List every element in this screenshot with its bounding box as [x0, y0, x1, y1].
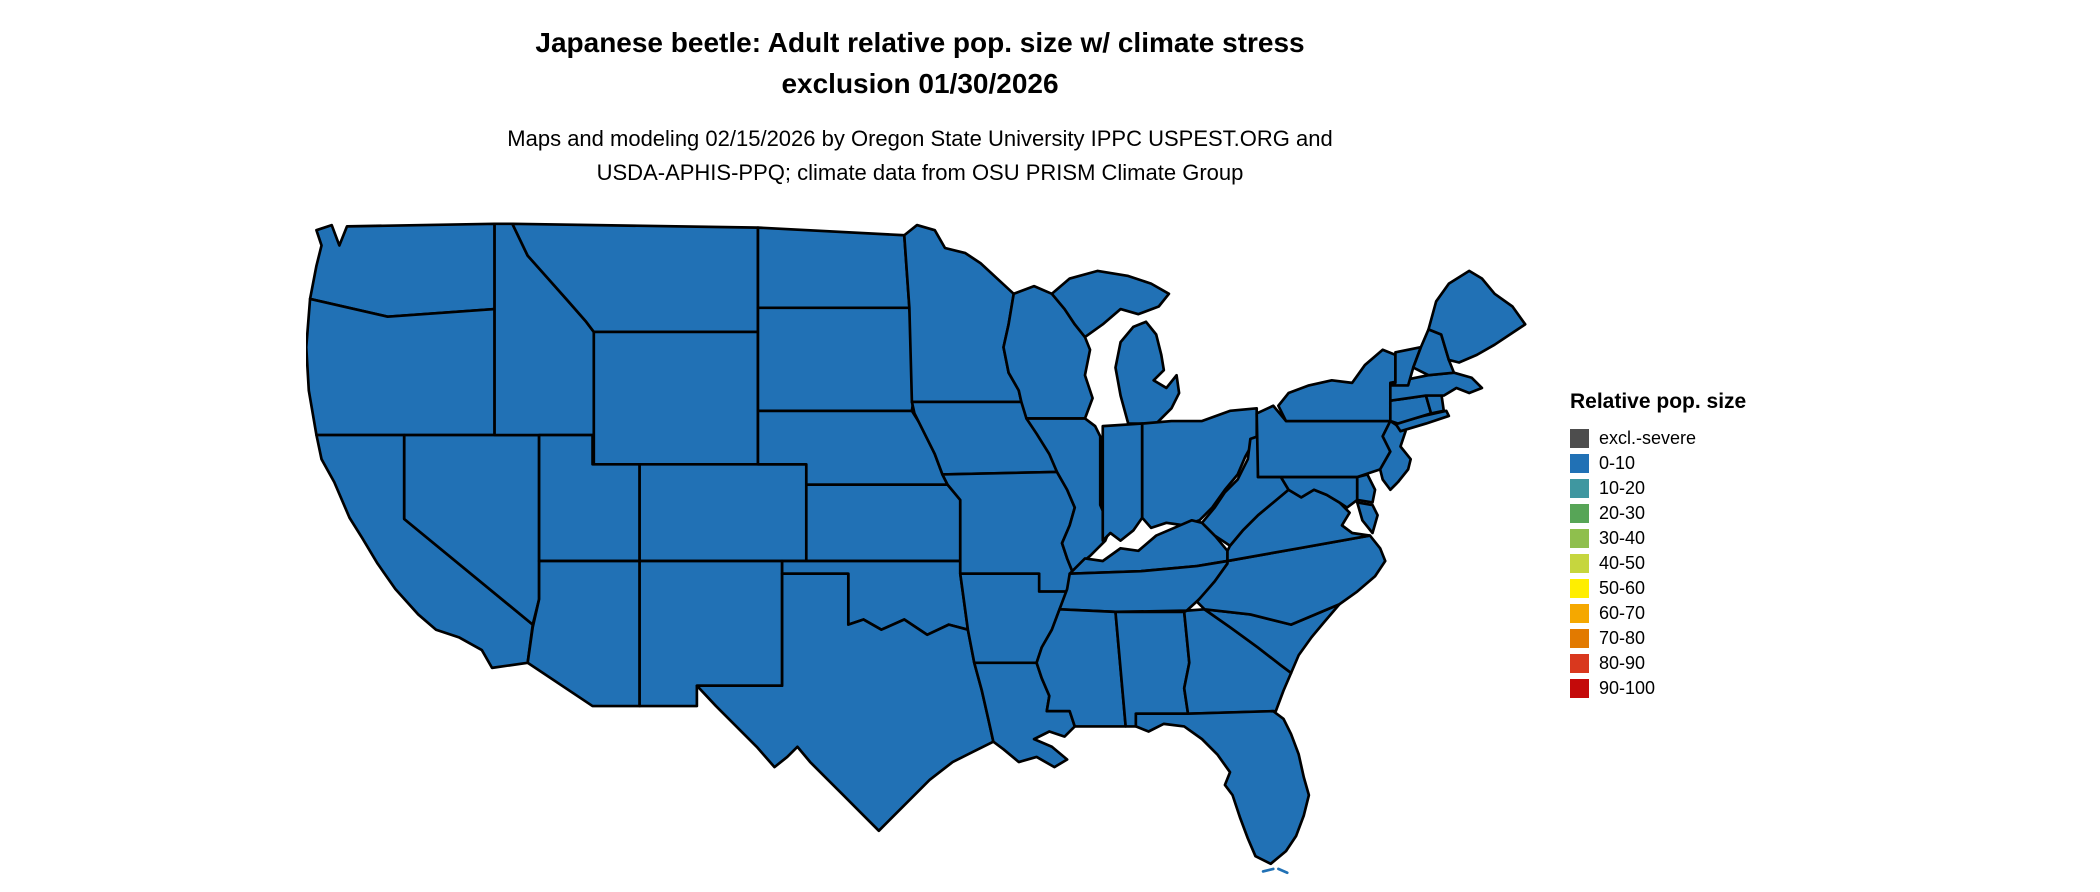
legend-row: 30-40 [1570, 526, 1746, 551]
state-maine [1427, 269, 1527, 364]
legend-label: 30-40 [1599, 528, 1646, 548]
legend-label: excl.-severe [1599, 428, 1697, 448]
state-indiana [1101, 422, 1144, 542]
legend-label: 80-90 [1599, 653, 1646, 673]
legend-title: Relative pop. size [1570, 390, 1747, 413]
state-minnesota [902, 223, 1023, 404]
states-group [306, 222, 1527, 875]
state-colorado [638, 462, 808, 563]
state-new-jersey [1378, 419, 1413, 492]
state-kansas [804, 483, 962, 563]
legend-row: 80-90 [1570, 651, 1746, 676]
legend-row: excl.-severe [1570, 426, 1746, 451]
map-subtitle: Maps and modeling 02/15/2026 by Oregon S… [507, 122, 1332, 190]
state-florida [1134, 709, 1311, 866]
legend-swatch [1570, 504, 1589, 523]
legend-row: 0-10 [1570, 451, 1746, 476]
legend-row: 90-100 [1570, 676, 1746, 701]
state-new-york [1277, 348, 1397, 423]
state-michigan-upper-peninsula [1050, 269, 1171, 339]
map-subtitle-line2: USDA-APHIS-PPQ; climate data from OSU PR… [596, 160, 1244, 185]
state-wyoming [592, 330, 760, 466]
legend-rows: excl.-severe 0-10 10-20 20-30 30-40 40-5… [1570, 426, 1746, 701]
state-texas [695, 572, 995, 833]
legend-label: 90-100 [1599, 678, 1656, 698]
legend-swatch [1570, 479, 1589, 498]
map-title: Japanese beetle: Adult relative pop. siz… [535, 22, 1304, 104]
legend-row: 20-30 [1570, 501, 1746, 526]
legend-swatch [1570, 604, 1589, 623]
legend-swatch [1570, 554, 1589, 573]
state-south-dakota [756, 306, 918, 413]
map-title-line2: exclusion 01/30/2026 [781, 68, 1059, 99]
legend-label: 60-70 [1599, 603, 1646, 623]
legend-row: 40-50 [1570, 551, 1746, 576]
state-new-mexico [638, 559, 784, 708]
delmarva-peninsula [1355, 501, 1379, 535]
florida-keys [1261, 867, 1289, 875]
map-title-line1: Japanese beetle: Adult relative pop. siz… [535, 27, 1305, 58]
us-map [306, 222, 1527, 875]
state-washington [308, 222, 496, 319]
state-north-dakota [756, 226, 911, 310]
state-alabama [1114, 610, 1191, 728]
map-legend: Relative pop. size excl.-severe 0-10 10-… [1570, 390, 1746, 701]
legend-swatch [1570, 654, 1589, 673]
legend-label: 50-60 [1599, 578, 1646, 598]
map-subtitle-line1: Maps and modeling 02/15/2026 by Oregon S… [507, 126, 1333, 151]
legend-row: 50-60 [1570, 576, 1746, 601]
legend-swatch [1570, 529, 1589, 548]
legend-label: 10-20 [1599, 478, 1646, 498]
state-north-carolina [1195, 534, 1387, 626]
state-arizona [526, 559, 641, 708]
legend-swatch [1570, 429, 1589, 448]
state-oregon [306, 297, 496, 437]
legend-label: 0-10 [1599, 453, 1636, 473]
legend-row: 70-80 [1570, 626, 1746, 651]
state-illinois [1025, 417, 1112, 573]
state-michigan [1114, 320, 1181, 425]
legend-swatch [1570, 629, 1589, 648]
legend-label: 20-30 [1599, 503, 1646, 523]
state-delaware [1355, 473, 1377, 504]
legend-swatch [1570, 679, 1589, 698]
state-ohio [1140, 406, 1259, 530]
legend-swatch [1570, 579, 1589, 598]
legend-label: 70-80 [1599, 628, 1646, 648]
legend-row: 60-70 [1570, 601, 1746, 626]
legend-label: 40-50 [1599, 553, 1646, 573]
legend-swatch [1570, 454, 1589, 473]
legend-row: 10-20 [1570, 476, 1746, 501]
